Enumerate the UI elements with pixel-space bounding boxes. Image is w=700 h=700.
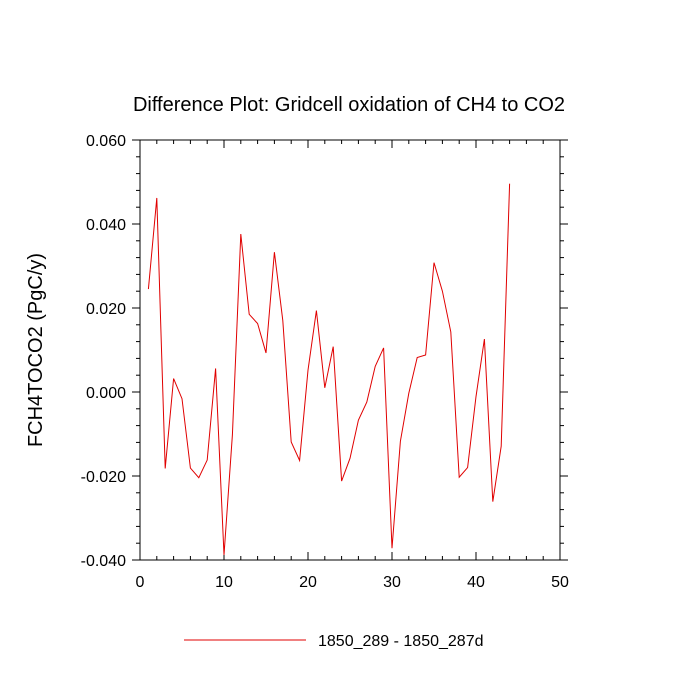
y-axis-ticks: -0.040 -0.020 0.000 0.020 0.040 0.060 [81,133,568,570]
y-tick-label: 0.000 [86,385,126,402]
y-tick-label: -0.020 [81,469,126,486]
chart-title: Difference Plot: Gridcell oxidation of C… [133,94,565,116]
x-axis-ticks: 0 10 20 30 40 50 [136,140,569,591]
y-tick-label: 0.020 [86,301,126,318]
y-tick-label: 0.040 [86,217,126,234]
x-tick-label: 50 [551,574,569,591]
x-tick-label: 40 [467,574,485,591]
legend-label: 1850_289 - 1850_287d [318,633,484,650]
y-tick-label: -0.040 [81,553,126,570]
y-axis-label: FCH4TOCO2 (PgC/y) [25,253,47,447]
y-tick-label: 0.060 [86,133,126,150]
x-tick-label: 30 [383,574,401,591]
plot-frame [139,139,561,561]
x-tick-label: 10 [215,574,233,591]
series-layer [147,183,511,555]
legend: 1850_289 - 1850_287d [184,633,484,650]
series-line [147,183,511,555]
x-tick-label: 0 [136,574,145,591]
x-tick-label: 20 [299,574,317,591]
